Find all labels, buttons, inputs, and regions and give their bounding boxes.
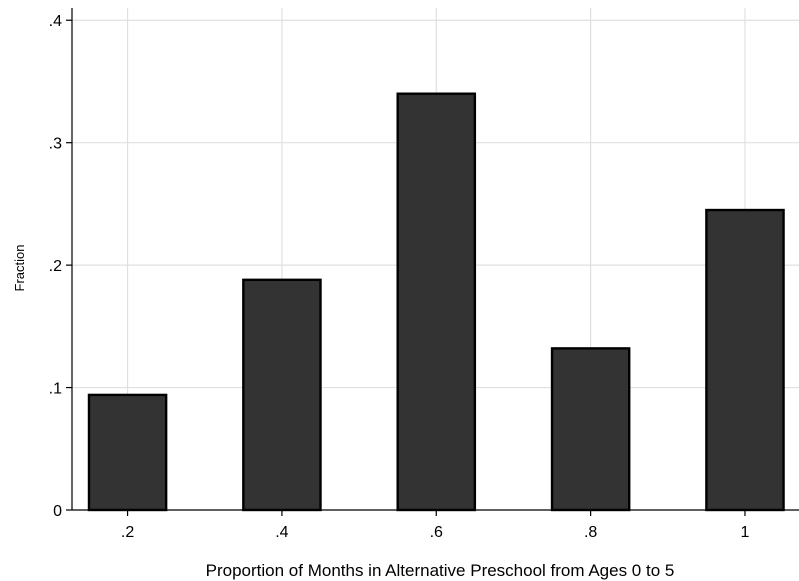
x-axis-title: Proportion of Months in Alternative Pres… — [206, 561, 675, 580]
bar-4 — [705, 208, 785, 512]
x-tick-label-0: .2 — [121, 524, 134, 541]
y-axis-title: Fraction — [12, 245, 27, 292]
bars-group — [87, 92, 785, 512]
bar-0 — [87, 393, 168, 512]
x-tick-label-4: 1 — [741, 524, 750, 541]
y-tick-label-0: 0 — [53, 503, 62, 520]
x-ticks-group: .2 .4 .6 .8 1 — [121, 510, 750, 541]
bar-3 — [550, 347, 631, 512]
y-tick-label-4: .4 — [49, 13, 62, 30]
bar-2 — [396, 92, 477, 512]
x-tick-label-2: .6 — [430, 524, 443, 541]
x-tick-label-3: .8 — [584, 524, 597, 541]
y-ticks-group: 0 .1 .2 .3 .4 — [49, 13, 72, 520]
bar-1 — [242, 278, 322, 512]
x-tick-label-1: .4 — [275, 524, 288, 541]
y-tick-label-3: .3 — [49, 136, 62, 153]
y-tick-label-2: .2 — [49, 258, 62, 275]
axes-group — [71, 8, 799, 511]
y-tick-label-1: .1 — [49, 381, 62, 398]
